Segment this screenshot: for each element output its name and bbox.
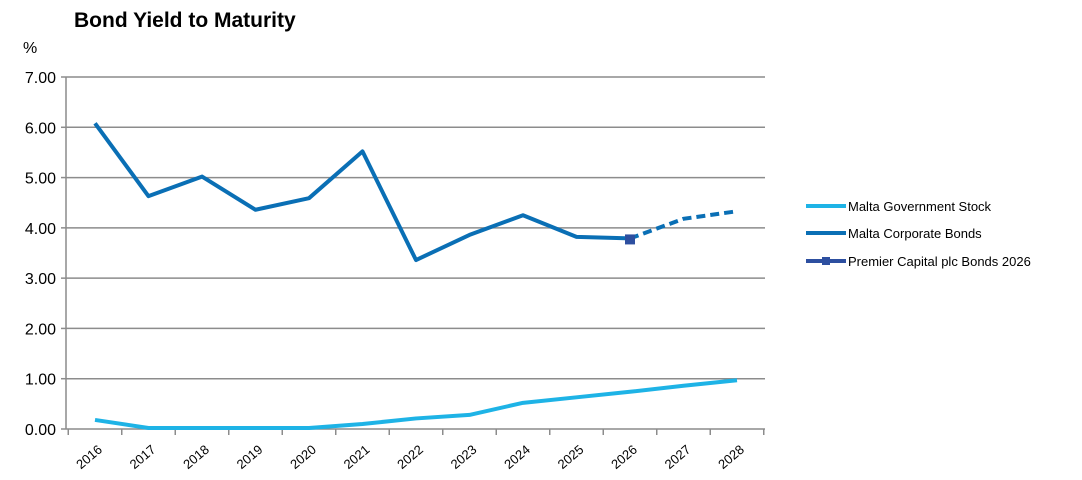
legend-label: Malta Government Stock <box>848 199 992 214</box>
x-tick-label: 2019 <box>234 442 266 472</box>
y-tick-label: 5.00 <box>25 171 56 188</box>
y-tick-label: 6.00 <box>25 120 56 137</box>
legend-label: Premier Capital plc Bonds 2026 <box>848 254 1031 269</box>
series-line-malta-government-stock <box>94 378 738 430</box>
y-tick-label: 0.00 <box>25 422 56 439</box>
series-lines <box>93 122 738 430</box>
y-tick-label: 3.00 <box>25 271 56 288</box>
data-point-premier-capital <box>625 234 635 245</box>
y-tick-label: 4.00 <box>25 221 56 238</box>
x-tick-label: 2028 <box>715 442 747 472</box>
x-tick-label: 2025 <box>555 442 587 472</box>
legend: Malta Government Stock Malta Corporate Bo… <box>806 199 1031 269</box>
x-tick-label: 2026 <box>608 442 640 472</box>
y-tick-label: 1.00 <box>25 372 56 389</box>
x-tick-label: 2021 <box>341 442 373 472</box>
series-line-malta-corporate-bonds-forecast <box>629 209 738 241</box>
x-tick-label: 2024 <box>501 442 533 472</box>
x-tick-label: 2023 <box>448 442 480 472</box>
series-line-malta-corporate-bonds <box>93 122 631 263</box>
x-tick-labels: 2016 2017 2018 2019 2020 2021 2022 2023 2024 2025… <box>73 442 747 472</box>
x-tick-label: 2022 <box>394 442 426 472</box>
y-tick-label: 7.00 <box>25 70 56 87</box>
x-tick-label: 2020 <box>287 442 319 472</box>
gridlines <box>66 76 765 380</box>
x-tick-label: 2018 <box>180 442 212 472</box>
x-tick-label: 2017 <box>127 442 159 472</box>
x-tick-label: 2016 <box>73 442 105 472</box>
y-axis-unit: % <box>23 40 37 57</box>
legend-label: Malta Corporate Bonds <box>848 226 982 241</box>
legend-marker <box>822 257 830 265</box>
y-tick-labels: 0.00 1.00 2.00 3.00 4.00 5.00 6.00 7.00 <box>25 70 56 439</box>
x-tick-label: 2027 <box>662 442 694 472</box>
y-tick-label: 2.00 <box>25 321 56 338</box>
chart-title: Bond Yield to Maturity <box>74 9 296 32</box>
